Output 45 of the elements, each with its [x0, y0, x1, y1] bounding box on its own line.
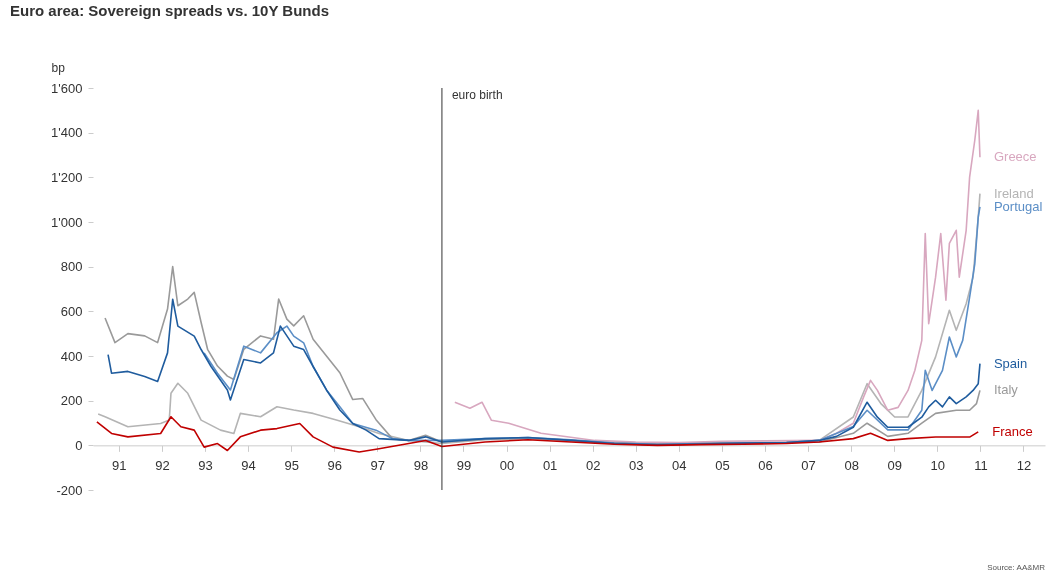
x-tick-label: 91 [112, 457, 127, 473]
series-label: France [992, 423, 1033, 439]
x-tick-label: 94 [241, 457, 256, 473]
x-tick-label: 99 [456, 457, 472, 473]
x-tick-label: 98 [413, 457, 429, 473]
x-tick-label: 93 [198, 457, 213, 473]
series-label: Italy [993, 382, 1019, 398]
y-tick-label: 1'400 [51, 125, 83, 141]
ref-line-label: euro birth [451, 88, 503, 102]
x-tick-label: 00 [499, 457, 515, 473]
x-tick-label: 07 [801, 457, 816, 473]
y-tick-label: 800 [60, 259, 83, 275]
x-tick-label: 10 [930, 457, 946, 473]
y-tick-label: 200 [60, 393, 83, 409]
x-tick-label: 04 [672, 457, 687, 473]
x-tick-label: 06 [758, 457, 773, 473]
x-tick-label: 11 [974, 457, 988, 473]
line-series [96, 415, 980, 453]
y-tick-label: -200 [56, 482, 83, 498]
y-tick-label: 0 [75, 437, 83, 453]
line-series [107, 298, 981, 446]
chart-title: Euro area: Sovereign spreads vs. 10Y Bunds [10, 2, 330, 19]
y-tick-label: 1'200 [51, 169, 83, 185]
x-tick-label: 12 [1016, 457, 1032, 473]
x-tick-label: 96 [327, 457, 342, 473]
x-tick-label: 05 [715, 457, 730, 473]
y-axis-title: bp [51, 60, 66, 75]
series-label: Spain [993, 355, 1028, 371]
series-label: Portugal [993, 198, 1043, 214]
x-tick-label: 95 [284, 457, 299, 473]
series-label: Ireland [993, 185, 1034, 201]
line-series [454, 109, 981, 444]
source-note: Source: AA&MR [987, 563, 1046, 572]
x-tick-label: 01 [542, 457, 558, 473]
x-tick-label: 92 [155, 457, 170, 473]
y-tick-label: 1'000 [51, 214, 83, 230]
x-tick-label: 09 [887, 457, 902, 473]
x-tick-label: 08 [844, 457, 859, 473]
series-label: Greece [993, 149, 1037, 165]
y-tick-label: 600 [60, 303, 83, 319]
y-tick-label: 1'600 [51, 80, 83, 96]
x-tick-label: 97 [370, 457, 386, 473]
x-tick-label: 03 [629, 457, 644, 473]
x-tick-label: 02 [585, 457, 601, 473]
y-tick-label: 400 [60, 348, 83, 364]
